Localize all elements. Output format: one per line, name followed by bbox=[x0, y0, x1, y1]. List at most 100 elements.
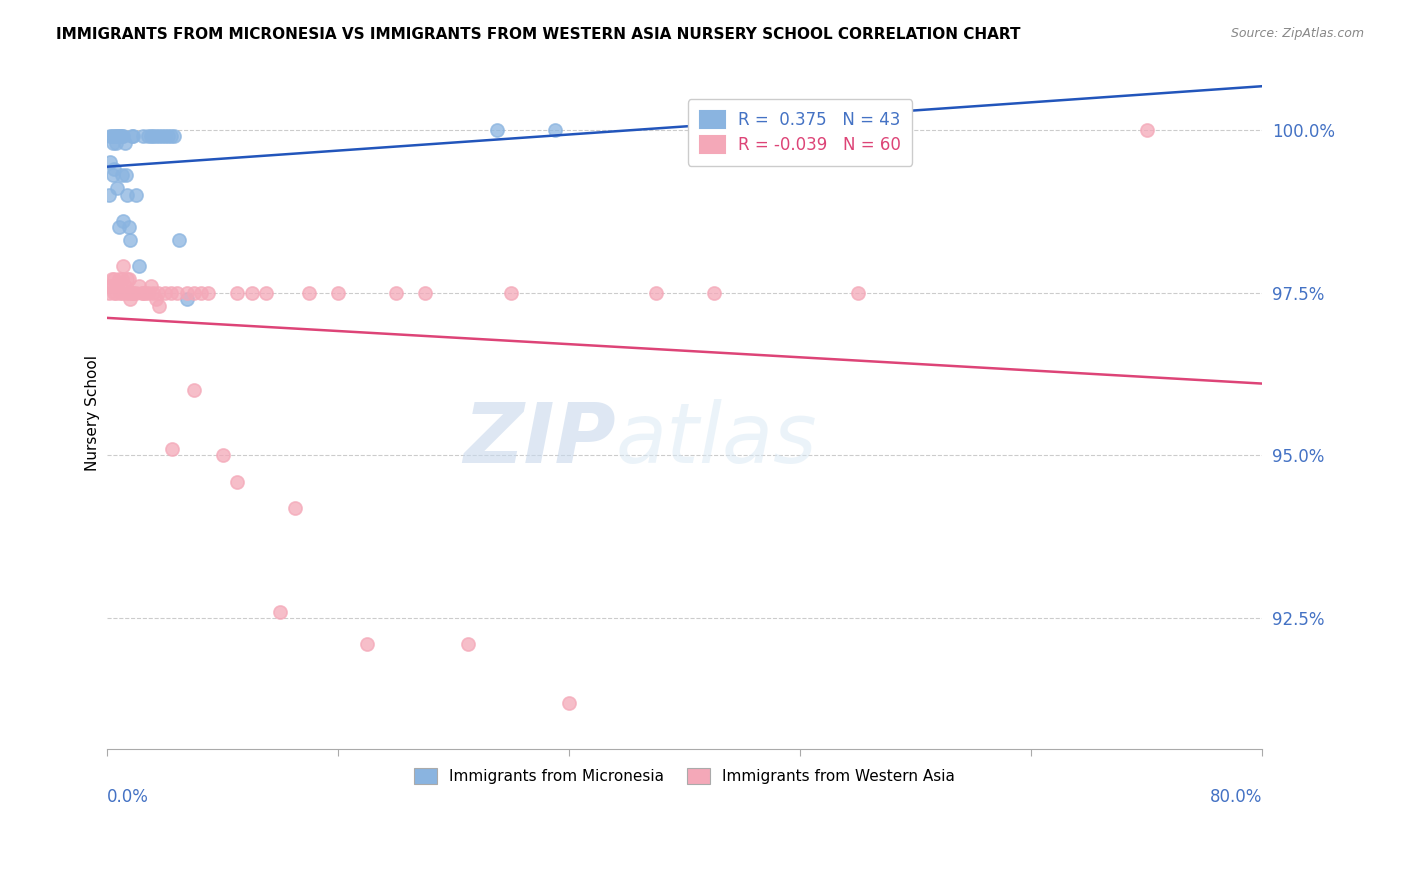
Point bbox=[132, 285, 155, 300]
Point bbox=[145, 292, 167, 306]
Point bbox=[115, 285, 138, 300]
Point bbox=[114, 136, 136, 150]
Point bbox=[148, 299, 170, 313]
Point bbox=[146, 285, 169, 300]
Text: 0.0%: 0.0% bbox=[107, 788, 149, 805]
Point bbox=[1135, 122, 1157, 136]
Point bbox=[125, 187, 148, 202]
Point bbox=[121, 285, 143, 300]
Point bbox=[148, 129, 170, 144]
Point bbox=[107, 129, 129, 144]
Point bbox=[103, 285, 125, 300]
Point bbox=[110, 129, 132, 144]
Text: IMMIGRANTS FROM MICRONESIA VS IMMIGRANTS FROM WESTERN ASIA NURSERY SCHOOL CORREL: IMMIGRANTS FROM MICRONESIA VS IMMIGRANTS… bbox=[56, 27, 1021, 42]
Point bbox=[105, 129, 128, 144]
Point bbox=[112, 129, 135, 144]
Point bbox=[111, 272, 134, 286]
Point bbox=[103, 272, 125, 286]
Point bbox=[136, 285, 159, 300]
Point bbox=[107, 220, 129, 235]
Point bbox=[702, 285, 724, 300]
Text: ZIP: ZIP bbox=[463, 400, 616, 481]
Point bbox=[644, 285, 666, 300]
Point bbox=[100, 272, 122, 286]
Point bbox=[163, 129, 186, 144]
Point bbox=[328, 285, 350, 300]
Point bbox=[166, 285, 188, 300]
Legend: Immigrants from Micronesia, Immigrants from Western Asia: Immigrants from Micronesia, Immigrants f… bbox=[404, 757, 966, 795]
Point bbox=[226, 475, 249, 489]
Point bbox=[117, 187, 139, 202]
Point bbox=[153, 285, 176, 300]
Point bbox=[176, 292, 198, 306]
Point bbox=[103, 129, 125, 144]
Point bbox=[111, 168, 134, 182]
Point bbox=[114, 279, 136, 293]
Point bbox=[115, 168, 138, 182]
Point bbox=[121, 129, 143, 144]
Point bbox=[101, 168, 124, 182]
Point bbox=[112, 214, 135, 228]
Point bbox=[125, 285, 148, 300]
Point bbox=[142, 285, 165, 300]
Point bbox=[240, 285, 263, 300]
Y-axis label: Nursery School: Nursery School bbox=[86, 355, 100, 471]
Point bbox=[159, 285, 181, 300]
Point bbox=[131, 285, 153, 300]
Point bbox=[103, 161, 125, 176]
Text: Source: ZipAtlas.com: Source: ZipAtlas.com bbox=[1230, 27, 1364, 40]
Point bbox=[169, 233, 191, 247]
Point bbox=[98, 129, 121, 144]
Point bbox=[544, 122, 567, 136]
Point bbox=[159, 129, 181, 144]
Point bbox=[284, 500, 307, 515]
Text: atlas: atlas bbox=[616, 400, 817, 481]
Point bbox=[111, 285, 134, 300]
Point bbox=[110, 285, 132, 300]
Point bbox=[846, 285, 869, 300]
Point bbox=[104, 285, 127, 300]
Point bbox=[197, 285, 219, 300]
Point bbox=[558, 696, 581, 710]
Point bbox=[118, 285, 141, 300]
Point bbox=[128, 260, 150, 274]
Point bbox=[269, 605, 291, 619]
Point bbox=[122, 129, 145, 144]
Point bbox=[413, 285, 436, 300]
Point bbox=[153, 129, 176, 144]
Point bbox=[112, 260, 135, 274]
Point bbox=[105, 181, 128, 195]
Point bbox=[457, 637, 479, 651]
Point bbox=[101, 136, 124, 150]
Point bbox=[150, 129, 173, 144]
Point bbox=[104, 129, 127, 144]
Point bbox=[190, 285, 212, 300]
Point bbox=[120, 292, 142, 306]
Point bbox=[298, 285, 321, 300]
Point bbox=[98, 155, 121, 169]
Point bbox=[160, 442, 183, 456]
Point bbox=[501, 285, 523, 300]
Point bbox=[105, 279, 128, 293]
Point bbox=[117, 272, 139, 286]
Point bbox=[122, 285, 145, 300]
Point bbox=[132, 129, 155, 144]
Point bbox=[156, 129, 179, 144]
Point bbox=[107, 272, 129, 286]
Point bbox=[183, 285, 205, 300]
Point bbox=[139, 129, 162, 144]
Point bbox=[111, 129, 134, 144]
Point bbox=[104, 136, 127, 150]
Point bbox=[176, 285, 198, 300]
Point bbox=[128, 279, 150, 293]
Point bbox=[101, 279, 124, 293]
Point bbox=[120, 233, 142, 247]
Point bbox=[97, 187, 120, 202]
Point bbox=[226, 285, 249, 300]
Point bbox=[145, 129, 167, 144]
Point bbox=[136, 129, 159, 144]
Point bbox=[139, 279, 162, 293]
Point bbox=[183, 384, 205, 398]
Point bbox=[118, 220, 141, 235]
Point bbox=[254, 285, 277, 300]
